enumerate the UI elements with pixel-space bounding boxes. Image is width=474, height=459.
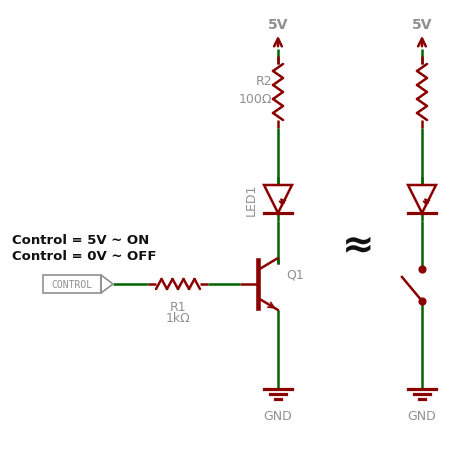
Text: Q1: Q1	[286, 268, 304, 281]
Text: ≈: ≈	[342, 225, 374, 263]
Text: 5V: 5V	[268, 18, 288, 32]
Text: 5V: 5V	[412, 18, 432, 32]
Text: LED1: LED1	[245, 184, 258, 216]
Text: GND: GND	[264, 409, 292, 422]
FancyBboxPatch shape	[43, 275, 101, 293]
Text: 1kΩ: 1kΩ	[165, 311, 191, 325]
Text: 100Ω: 100Ω	[238, 92, 272, 105]
Text: GND: GND	[408, 409, 437, 422]
Text: CONTROL: CONTROL	[52, 280, 92, 289]
Text: R2: R2	[255, 74, 272, 87]
Text: R1: R1	[170, 300, 186, 313]
Text: Control = 0V ~ OFF: Control = 0V ~ OFF	[12, 250, 156, 263]
Text: Control = 5V ~ ON: Control = 5V ~ ON	[12, 233, 149, 246]
